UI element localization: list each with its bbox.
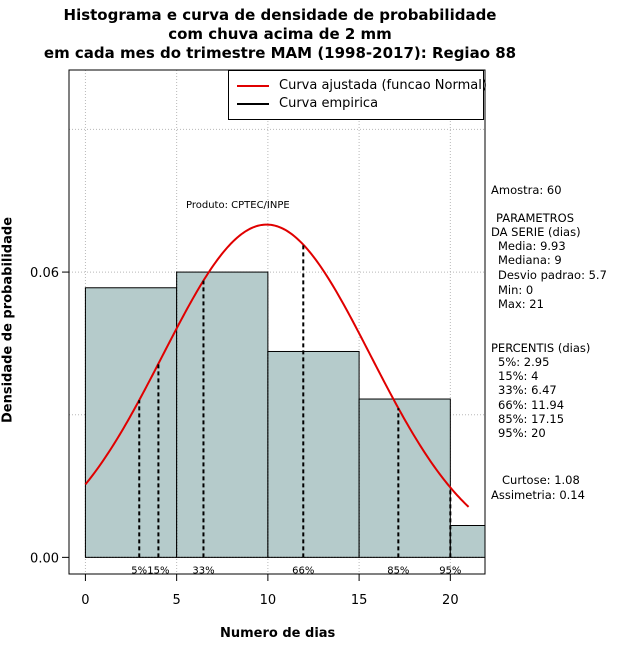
legend-label-empirical: Curva empirica [279,96,379,111]
legend-swatch-fitted [237,84,269,87]
y-tick-label-0: 0.00 [30,551,59,566]
percentile-label-5: 95% [439,565,461,576]
stat-desvio: Desvio padrao: 5.7 [498,268,607,282]
params-header-2: DA SERIE (dias) [491,225,581,239]
percentile-label-0: 5% [131,565,147,576]
stat-p95: 95%: 20 [498,426,546,440]
stat-assimetria: Assimetria: 0.14 [491,488,585,502]
histogram-bar-0 [84,287,178,558]
y-axis-title: Densidade de probabilidade [0,216,16,424]
percentile-label-2: 33% [192,565,214,576]
legend-item-fitted: Curva ajustada (funcao Normal) [237,78,487,94]
params-header-1: PARAMETROS [496,211,575,225]
chart-title-line-3: em cada mes do trimestre MAM (1998-2017)… [43,44,517,62]
normal-fit-curve [84,223,470,508]
stat-amostra: Amostra: 60 [491,183,562,197]
stat-curtose: Curtose: 1.08 [502,473,580,487]
stat-p15: 15%: 4 [498,369,539,383]
x-tick-label-4: 20 [442,593,459,608]
stat-p85: 85%: 17.15 [498,412,565,426]
stat-mediana: Mediana: 9 [498,253,562,267]
normal-curve-layer [84,223,470,508]
chart-title-line-2: com chuva acima de 2 mm [168,25,392,43]
percentile-markers: 5% 15% 33% 66% 85% 95% [131,244,461,576]
legend-swatch-empirical [237,102,269,105]
stat-p5: 5%: 2.95 [498,355,550,369]
percentile-label-4: 85% [387,565,409,576]
legend-item-empirical: Curva empirica [237,96,378,112]
histogram-bars [84,271,486,558]
stat-max: Max: 21 [498,297,544,311]
stat-media: Media: 9.93 [498,239,566,253]
legend: Curva ajustada (funcao Normal) Curva emp… [228,70,487,120]
stat-p66: 66%: 11.94 [498,398,565,412]
histogram-bar-1 [176,271,269,558]
percentis-header: PERCENTIS (dias) [491,341,591,355]
histogram-bar-3 [358,398,451,558]
histogram-bar-2 [267,350,360,558]
percentile-label-1: 15% [147,565,169,576]
histogram-bar-4 [449,525,486,558]
x-tick-label-2: 10 [260,593,277,608]
stat-p33: 33%: 6.47 [498,383,557,397]
x-axis-title: Numero de dias [220,626,336,641]
x-tick-label-3: 15 [351,593,368,608]
legend-label-fitted: Curva ajustada (funcao Normal) [279,78,487,93]
percentile-label-3: 66% [292,565,314,576]
x-tick-label-0: 0 [81,593,89,608]
chart-title-line-1: Histograma e curva de densidade de proba… [63,6,497,24]
stat-min: Min: 0 [498,283,534,297]
x-tick-label-1: 5 [173,593,181,608]
y-tick-label-1: 0.06 [30,266,59,281]
axes-layer: 0 5 10 15 20 0.00 0.06 [30,69,486,608]
product-credit: Produto: CPTEC/INPE [186,200,290,211]
